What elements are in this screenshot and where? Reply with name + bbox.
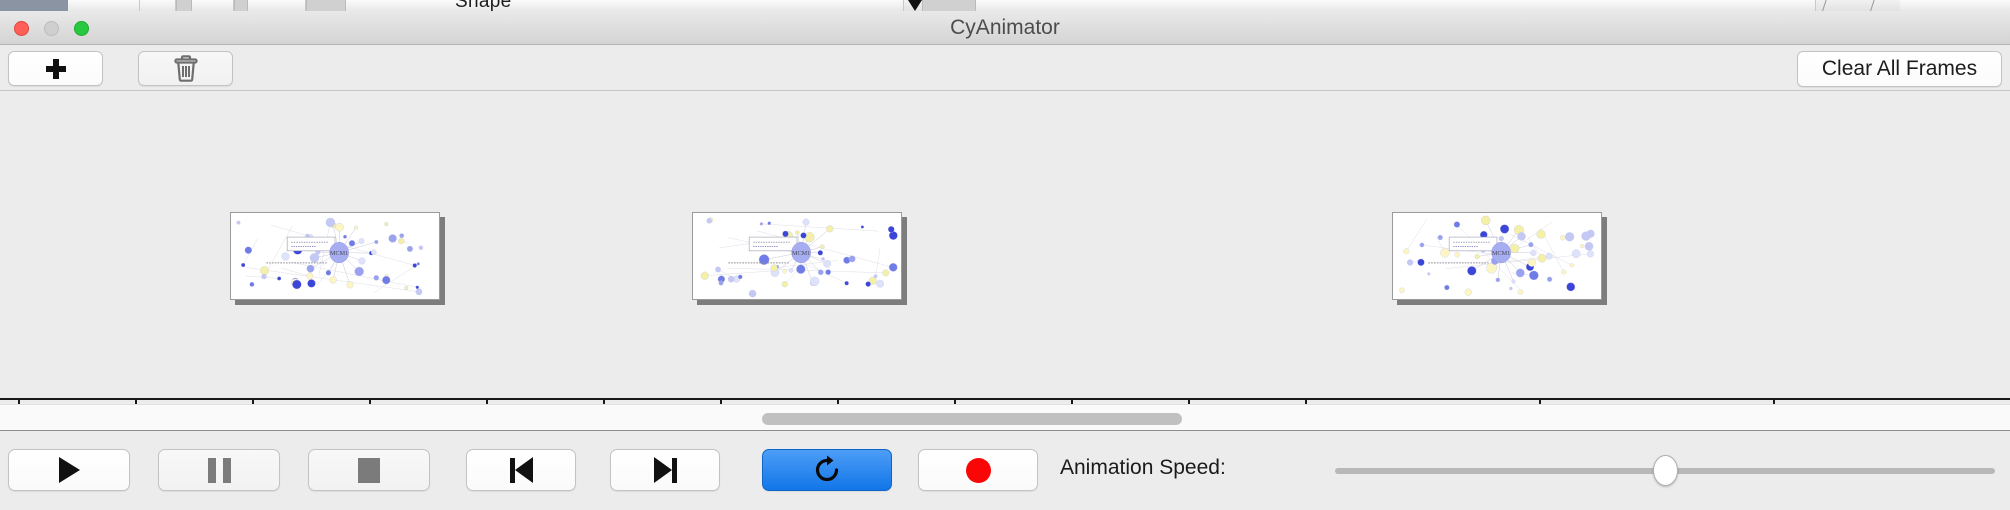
animation-speed-slider-thumb[interactable]: [1653, 455, 1678, 486]
background-segment: [176, 0, 192, 11]
background-sidebar-fragment: [0, 0, 68, 11]
play-icon: [58, 457, 80, 483]
timeline-scrollbar[interactable]: [0, 404, 2010, 431]
background-segment: [248, 0, 306, 11]
axis-tick-major: [954, 400, 956, 404]
axis-tick-minor: [1305, 400, 1307, 404]
frame-thumbnail-image: MCM1: [1392, 212, 1602, 300]
axis-tick-minor: [1071, 400, 1073, 404]
background-divider: [1869, 0, 1876, 11]
title-bar: CyAnimator: [0, 11, 2010, 45]
timeline-axis: [0, 398, 2010, 400]
pause-icon: [207, 457, 231, 483]
background-caret-icon: [908, 0, 922, 11]
play-button[interactable]: [8, 449, 130, 491]
loop-icon: [815, 455, 839, 482]
minimize-button[interactable]: [44, 21, 59, 36]
clear-all-frames-button[interactable]: Clear All Frames: [1797, 51, 2002, 87]
playback-bar: Animation Speed:: [0, 432, 2010, 510]
svg-text:MCM1: MCM1: [330, 250, 348, 257]
scrollbar-thumb[interactable]: [762, 413, 1182, 425]
axis-tick-major: [720, 400, 722, 404]
svg-text:MCM1: MCM1: [1492, 250, 1510, 257]
axis-tick-minor: [837, 400, 839, 404]
skip-to-end-icon: [653, 457, 677, 483]
record-button[interactable]: [918, 449, 1038, 491]
background-segment: [140, 0, 176, 11]
frame-thumbnail-image: MCM1: [692, 212, 902, 300]
zoom-button[interactable]: [74, 21, 89, 36]
background-segment: [922, 0, 976, 11]
plus-icon: [45, 58, 66, 79]
axis-tick-major: [486, 400, 488, 404]
clear-all-frames-label: Clear All Frames: [1821, 57, 1978, 80]
add-frame-button[interactable]: [8, 51, 103, 86]
background-segment: [234, 0, 248, 11]
record-icon: [965, 457, 991, 483]
axis-tick-major: [1188, 400, 1190, 404]
skip-to-start-icon: [509, 457, 533, 483]
frame-thumbnail[interactable]: MCM1: [1392, 212, 1607, 305]
window-title: CyAnimator: [950, 16, 1060, 39]
axis-tick-major: [18, 400, 20, 404]
stop-button[interactable]: [308, 449, 430, 491]
background-divider: [1821, 0, 1828, 11]
delete-frame-button[interactable]: [138, 51, 233, 86]
axis-tick-minor: [135, 400, 137, 404]
background-segment: [346, 0, 904, 11]
svg-text:MCM1: MCM1: [792, 250, 810, 257]
stop-icon: [358, 457, 380, 483]
axis-tick-minor: [1539, 400, 1541, 404]
background-window-strip: Shape: [0, 0, 2010, 11]
background-window-label: Shape: [455, 0, 512, 11]
timeline-panel[interactable]: MCM1 MCM1 MCM1 2131415161718 Seconds: [0, 92, 2010, 404]
animation-speed-label: Animation Speed:: [1060, 456, 1226, 479]
background-segment: [68, 0, 140, 11]
animation-speed-slider[interactable]: [1335, 455, 1995, 486]
axis-tick-minor: [1773, 400, 1775, 404]
next-frame-button[interactable]: [610, 449, 720, 491]
frame-thumbnail[interactable]: MCM1: [230, 212, 445, 305]
previous-frame-button[interactable]: [466, 449, 576, 491]
background-segment: [306, 0, 346, 11]
frame-thumbnail-image: MCM1: [230, 212, 440, 300]
pause-button[interactable]: [158, 449, 280, 491]
trash-icon: [173, 55, 198, 82]
frame-thumbnail[interactable]: MCM1: [692, 212, 907, 305]
axis-tick-minor: [369, 400, 371, 404]
background-segment: [976, 0, 1816, 11]
loop-button[interactable]: [762, 449, 892, 491]
close-button[interactable]: [14, 21, 29, 36]
background-segment: [192, 0, 234, 11]
background-segment: [1900, 0, 2010, 11]
toolbar: Clear All Frames: [0, 46, 2010, 91]
axis-tick-minor: [603, 400, 605, 404]
axis-tick-major: [252, 400, 254, 404]
